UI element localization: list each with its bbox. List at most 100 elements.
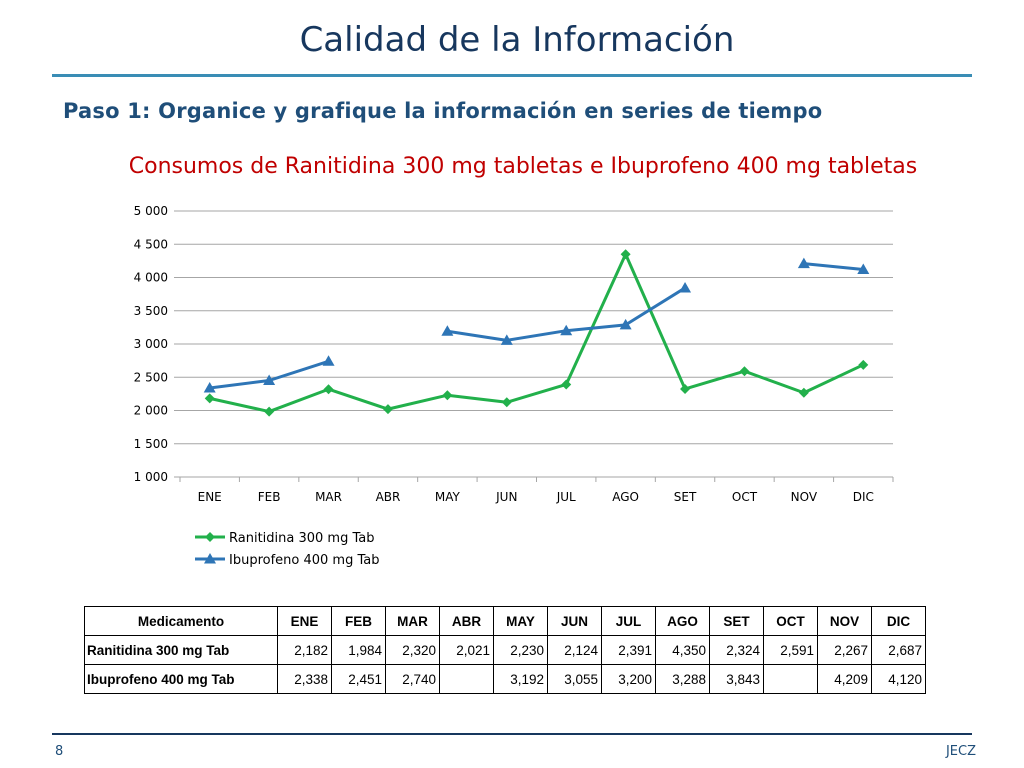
table-cell: 2,267 — [817, 635, 872, 665]
table-cell: 4,350 — [655, 635, 710, 665]
data-point — [500, 334, 513, 345]
data-point — [441, 325, 454, 336]
table-header-row: Medicamento ENE FEB MAR ABR MAY JUN JUL AGO SET O… — [84, 606, 926, 636]
table-cell — [763, 664, 818, 694]
x-tick-label: MAY — [435, 490, 461, 504]
data-point — [858, 359, 869, 370]
table-row-label: Ranitidina 300 mg Tab — [84, 635, 278, 665]
table-header-month: JUN — [547, 606, 602, 636]
table-cell: 4,209 — [817, 664, 872, 694]
x-tick-label: FEB — [258, 490, 281, 504]
data-point — [561, 379, 572, 390]
table-cell: 3,843 — [709, 664, 764, 694]
y-tick-label: 1 500 — [134, 437, 168, 451]
data-point — [263, 374, 276, 386]
y-tick-label: 2 500 — [134, 370, 168, 384]
y-tick-label: 5 000 — [134, 204, 168, 218]
table-header-month: JUL — [601, 606, 656, 636]
table-cell: 2,391 — [601, 635, 656, 665]
table-cell: 2,740 — [385, 664, 440, 694]
table-cell: 4,120 — [871, 664, 926, 694]
x-tick-label: OCT — [732, 490, 758, 504]
table-cell: 2,230 — [493, 635, 548, 665]
y-tick-label: 4 500 — [134, 237, 168, 251]
table-header-month: AGO — [655, 606, 710, 636]
table-cell: 1,984 — [331, 635, 386, 665]
slide-subtitle: Paso 1: Organice y grafique la informaci… — [63, 99, 823, 123]
data-point — [501, 397, 512, 408]
line-chart: 5 000 4 500 4 000 3 500 3 000 2 500 2 000 1 500… — [134, 204, 894, 568]
x-tick-label: NOV — [791, 490, 818, 504]
table-header-month: MAY — [493, 606, 548, 636]
y-tick-label: 3 000 — [134, 337, 168, 351]
table-header-month: SET — [709, 606, 764, 636]
data-point — [382, 404, 393, 415]
table-row: Ranitidina 300 mg Tab 2,182 1,984 2,320 2,02… — [84, 635, 926, 665]
data-point — [264, 406, 275, 417]
page-number: 8 — [55, 744, 64, 759]
data-point — [797, 257, 810, 269]
data-point — [857, 263, 870, 275]
data-point — [798, 387, 809, 398]
x-tick-label: JUN — [495, 490, 517, 504]
table-cell: 2,320 — [385, 635, 440, 665]
slide-title: Calidad de la Información — [299, 20, 735, 60]
chart-title: Consumos de Ranitidina 300 mg tabletas e… — [128, 154, 918, 179]
y-axis-ticks: 5 000 4 500 4 000 3 500 3 000 2 500 2 000 1 500… — [134, 204, 168, 484]
table-header-month: DIC — [871, 606, 926, 636]
x-tick-label: AGO — [612, 490, 639, 504]
x-tick-label: MAR — [315, 490, 342, 504]
y-tick-label: 4 000 — [134, 271, 168, 285]
y-tick-label: 2 000 — [134, 404, 168, 418]
table-cell — [439, 664, 494, 694]
chart-gridlines — [174, 210, 893, 478]
table-header-month: MAR — [385, 606, 440, 636]
data-point — [620, 249, 631, 260]
table-cell: 3,200 — [601, 664, 656, 694]
legend-marker — [204, 553, 216, 564]
y-tick-label: 3 500 — [134, 304, 168, 318]
table-cell: 3,055 — [547, 664, 602, 694]
data-point — [323, 384, 334, 395]
footer-author: JECZ — [945, 744, 976, 759]
table-row-label: Ibuprofeno 400 mg Tab — [84, 664, 278, 694]
table-header-month: FEB — [331, 606, 386, 636]
legend-label: Ranitidina 300 mg Tab — [229, 531, 374, 546]
x-tick-label: ABR — [376, 490, 401, 504]
data-point — [619, 318, 632, 330]
table-cell: 2,182 — [277, 635, 332, 665]
data-point — [204, 393, 215, 404]
legend-label: Ibuprofeno 400 mg Tab — [229, 553, 380, 568]
series-ranitidina — [204, 249, 869, 417]
x-tick-label: DIC — [853, 490, 874, 504]
data-point — [680, 383, 691, 394]
chart-series — [203, 249, 870, 417]
table-header-month: OCT — [763, 606, 818, 636]
table-cell: 2,687 — [871, 635, 926, 665]
x-tick-label: JUL — [556, 490, 576, 504]
table-cell: 2,324 — [709, 635, 764, 665]
x-axis-ticks: ENE FEB MAR ABR MAY JUN JUL AGO SET OCT NOV DIC — [179, 477, 894, 504]
table-header-month: ENE — [277, 606, 332, 636]
series-ibuprofeno — [203, 257, 870, 393]
table-cell: 2,451 — [331, 664, 386, 694]
data-point — [203, 382, 216, 393]
legend-marker — [205, 532, 215, 542]
table-cell: 2,124 — [547, 635, 602, 665]
table-cell: 3,192 — [493, 664, 548, 694]
data-point — [739, 366, 750, 377]
table-row: Ibuprofeno 400 mg Tab 2,338 2,451 2,740 3,19… — [84, 664, 926, 694]
table-cell: 2,591 — [763, 635, 818, 665]
series-line — [803, 262, 864, 272]
x-tick-label: SET — [674, 490, 697, 504]
series-line — [209, 252, 864, 414]
table-header-month: ABR — [439, 606, 494, 636]
title-divider — [52, 74, 972, 77]
table-cell: 2,021 — [439, 635, 494, 665]
data-point — [322, 355, 335, 366]
data-table: Medicamento ENE FEB MAR ABR MAY JUN JUL AGO SET O… — [84, 606, 926, 694]
footer-divider — [52, 733, 972, 735]
table-header-month: NOV — [817, 606, 872, 636]
y-tick-label: 1 000 — [134, 470, 168, 484]
data-point — [442, 390, 453, 401]
